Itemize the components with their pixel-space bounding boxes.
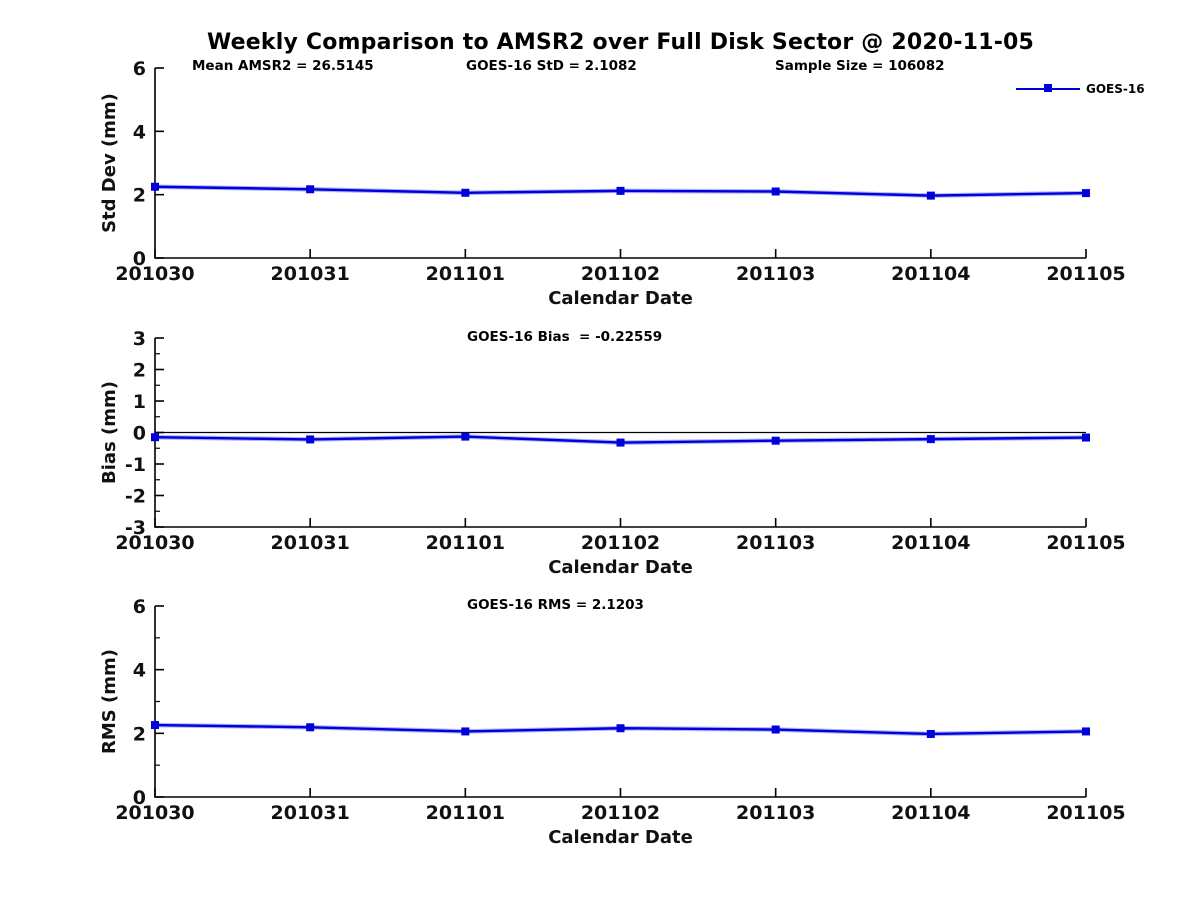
y-tick-label: -3 xyxy=(125,517,146,539)
x-tick-label: 201101 xyxy=(426,532,505,554)
subplot-1: -3 -2 -1 0 1 2 3 201030 201031 201101 201102 201103… xyxy=(99,328,1126,578)
y-tick-label: 2 xyxy=(133,185,146,207)
x-tick-label: 201031 xyxy=(271,263,350,285)
subplot-2: 0 2 4 6 201030 201031 201101 201102 201103 201104… xyxy=(99,596,1126,848)
data-point-marker xyxy=(926,729,935,738)
x-tick-label: 201030 xyxy=(115,263,194,285)
data-point-marker xyxy=(771,436,780,445)
data-point-marker xyxy=(306,185,315,194)
data-point-marker xyxy=(1082,433,1090,442)
annotation-goes16-bias: GOES-16 Bias = -0.22559 xyxy=(467,329,663,345)
x-tick-label: 201031 xyxy=(271,532,350,554)
x-tick-label: 201101 xyxy=(426,802,505,824)
x-tick-label: 201103 xyxy=(736,802,815,824)
y-axis-label: RMS (mm) xyxy=(99,649,120,754)
x-tick-label: 201030 xyxy=(115,802,194,824)
x-tick-label: 201103 xyxy=(736,263,815,285)
x-tick-label: 201030 xyxy=(115,532,194,554)
subplot-0: 0 2 4 6 201030 201031 201101 201102 201103 201104… xyxy=(99,58,1126,309)
figure-title: Weekly Comparison to AMSR2 over Full Dis… xyxy=(206,30,1035,55)
data-point-marker xyxy=(926,191,935,200)
data-point-marker xyxy=(461,432,470,441)
y-tick-label: 0 xyxy=(133,248,146,270)
y-tick-label: 2 xyxy=(133,360,146,382)
x-tick-label: 201105 xyxy=(1046,532,1125,554)
y-tick-label: 4 xyxy=(133,121,146,143)
axes-frame xyxy=(154,606,1086,798)
y-axis-label: Std Dev (mm) xyxy=(99,93,120,233)
y-tick-label: 3 xyxy=(133,328,146,350)
data-point-marker xyxy=(771,187,780,196)
x-tick-label: 201104 xyxy=(891,263,970,285)
data-point-marker xyxy=(306,723,315,732)
data-point-marker xyxy=(461,727,470,736)
x-tick-label: 201103 xyxy=(736,532,815,554)
x-tick-label: 201102 xyxy=(581,263,660,285)
x-tick-label: 201102 xyxy=(581,532,660,554)
x-axis-label: Calendar Date xyxy=(548,288,693,309)
x-tick-label: 201104 xyxy=(891,532,970,554)
x-tick-label: 201031 xyxy=(271,802,350,824)
y-tick-label: 6 xyxy=(133,596,146,618)
axes-frame xyxy=(154,68,1086,259)
y-tick-label: 4 xyxy=(133,660,146,682)
data-point-marker xyxy=(151,433,159,442)
data-point-marker xyxy=(151,182,159,191)
legend-line-sample xyxy=(1016,84,1080,93)
y-tick-label: -2 xyxy=(125,486,146,508)
x-axis-label: Calendar Date xyxy=(548,827,693,848)
x-tick-label: 201105 xyxy=(1046,263,1125,285)
data-point-marker xyxy=(1082,189,1090,198)
x-tick-label: 201102 xyxy=(581,802,660,824)
data-point-marker xyxy=(926,435,935,444)
annotation-goes16-std: GOES-16 StD = 2.1082 xyxy=(466,58,637,74)
y-tick-label: 0 xyxy=(133,787,146,809)
legend-label: GOES-16 xyxy=(1086,82,1145,96)
x-tick-label: 201104 xyxy=(891,802,970,824)
data-point-marker xyxy=(616,186,625,195)
data-point-marker xyxy=(461,188,470,197)
data-point-marker xyxy=(616,438,625,447)
y-tick-label: 1 xyxy=(133,391,146,413)
annotation-goes16-rms: GOES-16 RMS = 2.1203 xyxy=(467,597,644,613)
data-point-marker xyxy=(616,724,625,733)
data-point-marker xyxy=(151,721,159,730)
y-tick-label: -1 xyxy=(125,454,146,476)
x-axis-label: Calendar Date xyxy=(548,557,693,578)
data-point-marker xyxy=(771,725,780,734)
x-tick-label: 201105 xyxy=(1046,802,1125,824)
y-tick-label: 6 xyxy=(133,58,146,80)
x-tick-label: 201101 xyxy=(426,263,505,285)
data-point-marker xyxy=(306,435,315,444)
legend-marker-icon xyxy=(1044,84,1052,93)
y-tick-label: 0 xyxy=(133,423,146,445)
data-point-marker xyxy=(1082,727,1090,736)
y-axis-label: Bias (mm) xyxy=(99,381,120,484)
annotation-sample-size: Sample Size = 106082 xyxy=(775,58,945,74)
annotation-mean-amsr2: Mean AMSR2 = 26.5145 xyxy=(192,58,374,74)
y-tick-label: 2 xyxy=(133,723,146,745)
